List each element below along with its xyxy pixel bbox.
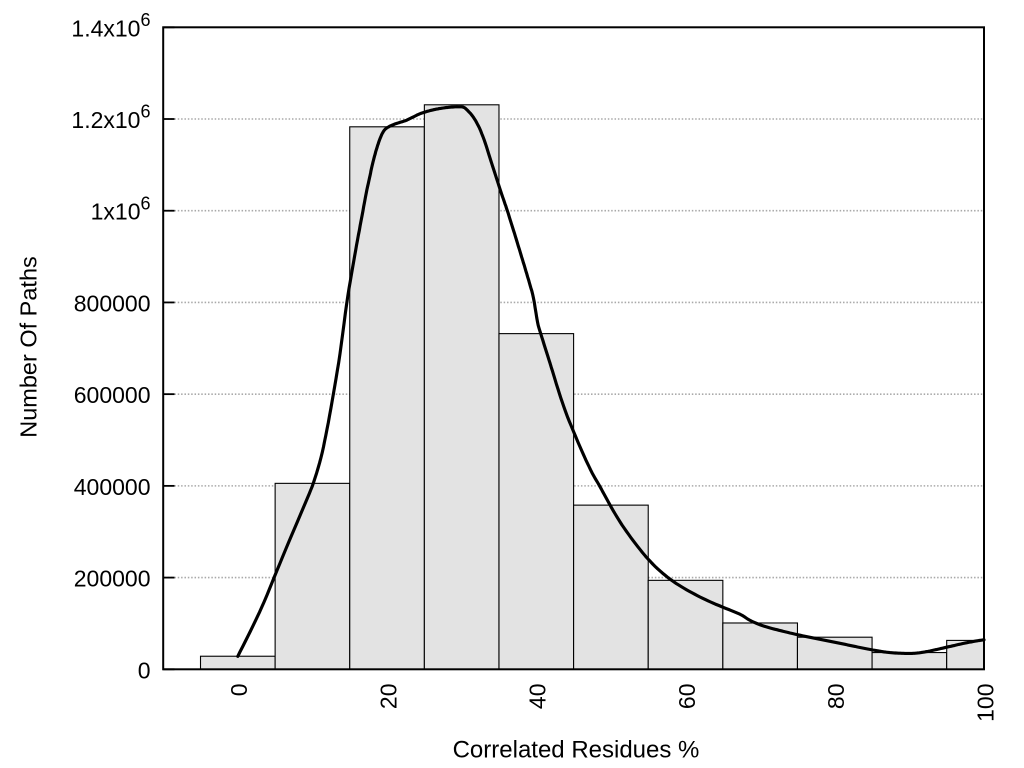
svg-text:60: 60 <box>674 684 700 710</box>
svg-text:40: 40 <box>525 684 551 710</box>
svg-text:1.4x106: 1.4x106 <box>71 10 150 41</box>
svg-text:80: 80 <box>823 684 849 710</box>
svg-text:400000: 400000 <box>74 474 151 500</box>
svg-text:200000: 200000 <box>74 566 151 592</box>
svg-text:0: 0 <box>226 684 252 697</box>
svg-text:600000: 600000 <box>74 382 151 408</box>
svg-text:0: 0 <box>138 657 151 683</box>
svg-text:100: 100 <box>972 684 998 722</box>
svg-text:20: 20 <box>375 684 401 710</box>
svg-text:1.2x106: 1.2x106 <box>71 102 150 133</box>
svg-text:Number Of Paths: Number Of Paths <box>16 256 42 438</box>
svg-text:800000: 800000 <box>74 290 151 316</box>
svg-text:Correlated Residues %: Correlated Residues % <box>453 737 700 764</box>
svg-text:1x106: 1x106 <box>91 193 151 224</box>
